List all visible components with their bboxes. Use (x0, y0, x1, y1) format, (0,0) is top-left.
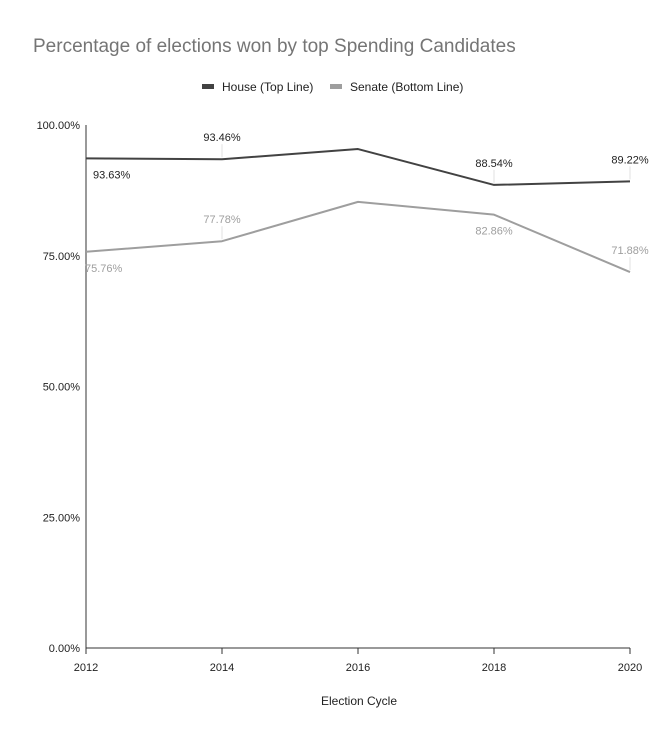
axes: 0.00% 25.00% 50.00% 75.00% 100.00% 2012 2014 20… (37, 120, 643, 674)
chart-title: Percentage of elections won by top Spend… (33, 36, 516, 57)
y-tick-label: 0.00% (49, 643, 80, 655)
series-line-house (85, 148, 631, 186)
x-tick-label: 2014 (210, 662, 234, 674)
y-tick-label: 50.00% (43, 382, 81, 394)
x-axis-title: Election Cycle (321, 694, 397, 708)
data-labels: 93.63% 93.46% 88.54% 89.22% 75.76% 77.78% 82.8… (85, 132, 649, 275)
data-label: 71.88% (611, 245, 649, 257)
legend-swatch-senate (330, 84, 342, 89)
y-tick-label: 75.00% (43, 251, 81, 263)
data-label: 75.76% (85, 263, 123, 275)
series-layer (85, 148, 631, 273)
x-tick-label: 2016 (346, 662, 370, 674)
legend-item-senate[interactable]: Senate (Bottom Line) (330, 80, 463, 94)
data-label: 77.78% (203, 214, 241, 226)
y-tick-label: 100.00% (37, 120, 81, 132)
data-label: 82.86% (475, 226, 513, 238)
legend-label-house: House (Top Line) (222, 80, 313, 94)
data-label: 93.63% (93, 169, 131, 181)
data-label: 88.54% (475, 158, 513, 170)
legend: House (Top Line) Senate (Bottom Line) (202, 80, 463, 94)
x-tick-label: 2012 (74, 662, 98, 674)
legend-label-senate: Senate (Bottom Line) (350, 80, 463, 94)
x-tick-label: 2020 (618, 662, 642, 674)
legend-swatch-house (202, 84, 214, 89)
data-label: 93.46% (203, 132, 241, 144)
data-label: 89.22% (611, 154, 649, 166)
legend-item-house[interactable]: House (Top Line) (202, 80, 313, 94)
y-tick-label: 25.00% (43, 512, 81, 524)
x-tick-label: 2018 (482, 662, 506, 674)
series-line-senate (85, 200, 631, 273)
